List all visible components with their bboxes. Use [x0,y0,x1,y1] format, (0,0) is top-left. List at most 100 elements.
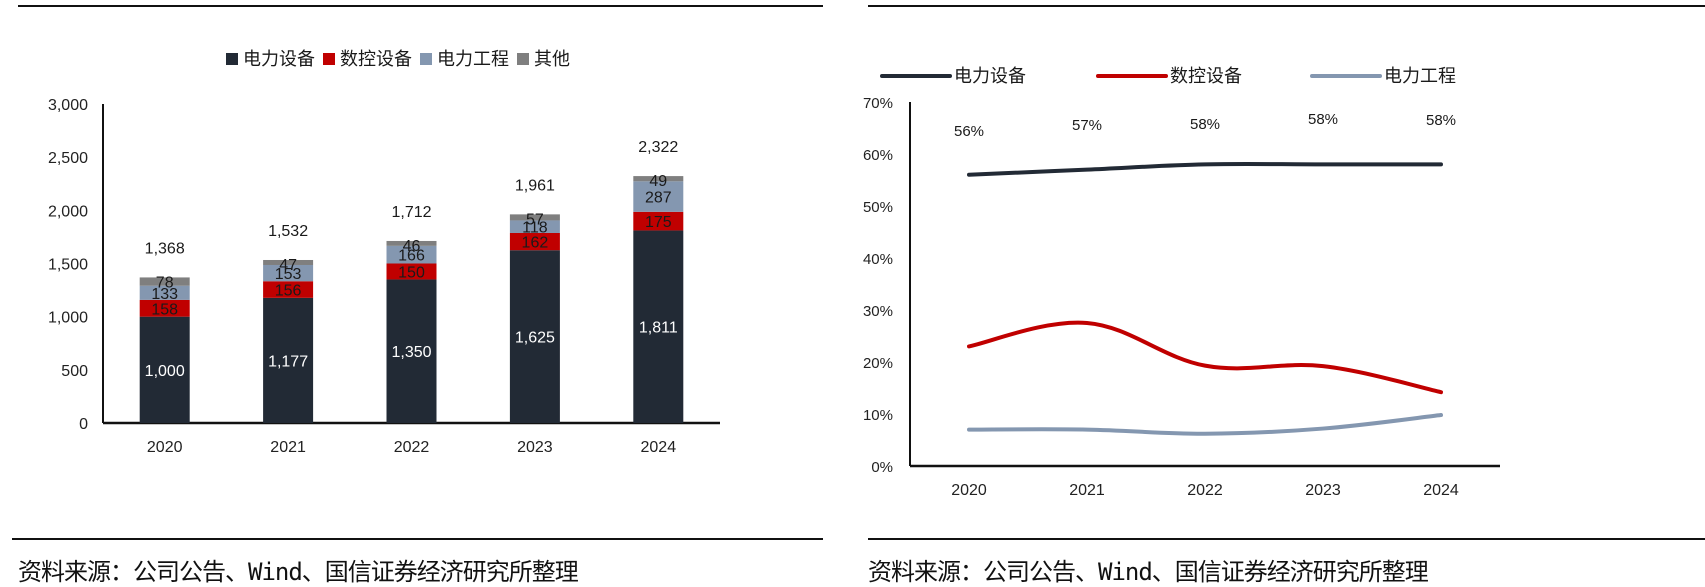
y-tick-label: 1,500 [48,257,88,274]
bar-segment-2 [263,281,314,298]
bar-segment-1 [263,297,314,423]
x-tick-label: 2023 [517,439,553,456]
y-tick-label: 60% [863,147,893,164]
bar-segment-3 [139,285,190,300]
bar-legend: 电力设备 数控设备 电力工程 其他 [226,49,570,69]
revenue-stacked-bar-panel: 电力设备 数控设备 电力工程 其他 0 500 1,000 1,500 2,000 2,500 3… [0,0,840,586]
bottom-rule [868,538,1705,540]
bar-segment-3 [386,245,437,264]
x-tick-label: 2023 [1305,482,1341,499]
y-tick-label: 0% [871,459,893,476]
x-tick-label: 2024 [1423,482,1459,499]
bar-segment-4 [509,214,560,221]
bar-data-label: 150 [398,264,425,281]
bar-data-label: 1,177 [268,353,308,370]
bar-data-label: 1,811 [639,320,678,337]
bar-segment-2 [633,211,684,231]
line-data-label: 58% [1308,111,1338,128]
top-rule [18,5,823,7]
x-tick-label: 2024 [641,439,677,456]
line-data-label: 58% [1426,112,1456,129]
y-tick-label: 2,500 [48,150,88,167]
bar-data-label: 156 [275,283,302,300]
line-data-label: 57% [1072,117,1102,134]
bar-segment-1 [386,279,437,423]
line-x-axis: 2020 2021 2022 2023 2024 [910,464,1500,499]
bar-data-label: 118 [522,220,548,237]
source-note: 资料来源：公司公告、Wind、国信证券经济研究所整理 [18,558,579,586]
x-tick-label: 2022 [1187,482,1223,499]
bar-segment-4 [139,277,190,286]
bar-segment-1 [633,230,684,423]
source-note: 资料来源：公司公告、Wind、国信证券经济研究所整理 [868,558,1429,586]
bar-data-label: 162 [522,235,549,252]
bar-data-label: 46 [403,238,421,255]
x-tick-label: 2021 [1069,482,1105,499]
legend-swatch [420,53,432,65]
bar-segment-1 [509,250,560,423]
legend-label: 数控设备 [340,49,412,69]
y-tick-label: 10% [863,407,893,424]
share-line-panel: 电力设备 数控设备 电力工程 0% 10% 20% 30% 40% 50% 60% 70% 202… [860,0,1705,586]
top-rule [868,5,1705,7]
bar-y-axis: 0 500 1,000 1,500 2,000 2,500 3,000 [48,97,104,433]
bar-data-label: 1,625 [515,330,555,347]
bar-data-label: 49 [649,173,667,190]
legend-label: 其他 [534,49,570,69]
legend-label: 数控设备 [1170,66,1242,86]
bar-total-label: 1,961 [515,177,555,194]
bar-total-label: 2,322 [638,139,678,156]
bar-segment-1 [139,316,190,423]
y-tick-label: 500 [61,363,88,380]
bottom-rule [12,538,823,540]
y-tick-label: 3,000 [48,97,88,114]
bar-data-label: 133 [151,286,178,303]
bar-data-label: 158 [151,301,178,318]
y-tick-label: 0 [79,416,88,433]
y-tick-label: 30% [863,303,893,320]
y-tick-label: 1,000 [48,310,88,327]
legend-label: 电力工程 [1384,66,1456,86]
legend-label: 电力设备 [954,66,1026,86]
bar-total-label: 1,368 [145,241,185,258]
y-tick-label: 40% [863,251,893,268]
bar-x-axis: 2020 2021 2022 2023 2024 [103,421,720,456]
share-line-chart: 电力设备 数控设备 电力工程 0% 10% 20% 30% 40% 50% 60% 70% 202… [863,66,1500,499]
bar-segment-2 [386,263,437,280]
series-line-3 [967,413,1443,436]
stacked-bar-chart: 电力设备 数控设备 电力工程 其他 0 500 1,000 1,500 2,000 2,500 3… [48,49,720,456]
legend-swatch [517,53,529,65]
line-y-axis: 0% 10% 20% 30% 40% 50% 60% 70% [863,95,911,476]
y-tick-label: 70% [863,95,893,112]
legend-label: 电力设备 [243,49,315,69]
x-tick-label: 2020 [951,482,987,499]
bar-data-label: 57 [526,211,544,228]
bar-data-label: 1,350 [391,344,431,361]
legend-swatch [323,53,335,65]
bar-segment-2 [139,299,190,317]
bar-segment-4 [386,240,437,246]
bar-data-label: 175 [645,214,672,231]
bar-data-label: 153 [275,266,302,283]
bar-total-label: 1,532 [268,223,308,240]
series-line-1 [967,161,1443,177]
x-tick-label: 2020 [147,439,183,456]
bar-data-label: 47 [279,257,297,274]
series-line-2 [967,320,1443,395]
y-tick-label: 2,000 [48,203,88,220]
line-marks: 56% 57% 58% 58% 58% [954,111,1456,436]
bar-data-label: 166 [398,248,425,265]
x-tick-label: 2021 [270,439,306,456]
bar-segment-3 [633,181,684,212]
y-tick-label: 50% [863,199,893,216]
bar-total-label: 1,712 [391,204,431,221]
legend-swatch [226,53,238,65]
line-data-label: 58% [1190,116,1220,133]
line-data-label: 56% [954,123,984,140]
bar-segment-3 [509,220,560,233]
bar-data-label: 78 [156,274,174,291]
bar-segment-4 [263,259,314,265]
bar-data-label: 287 [645,190,672,207]
bar-segment-4 [633,176,684,182]
